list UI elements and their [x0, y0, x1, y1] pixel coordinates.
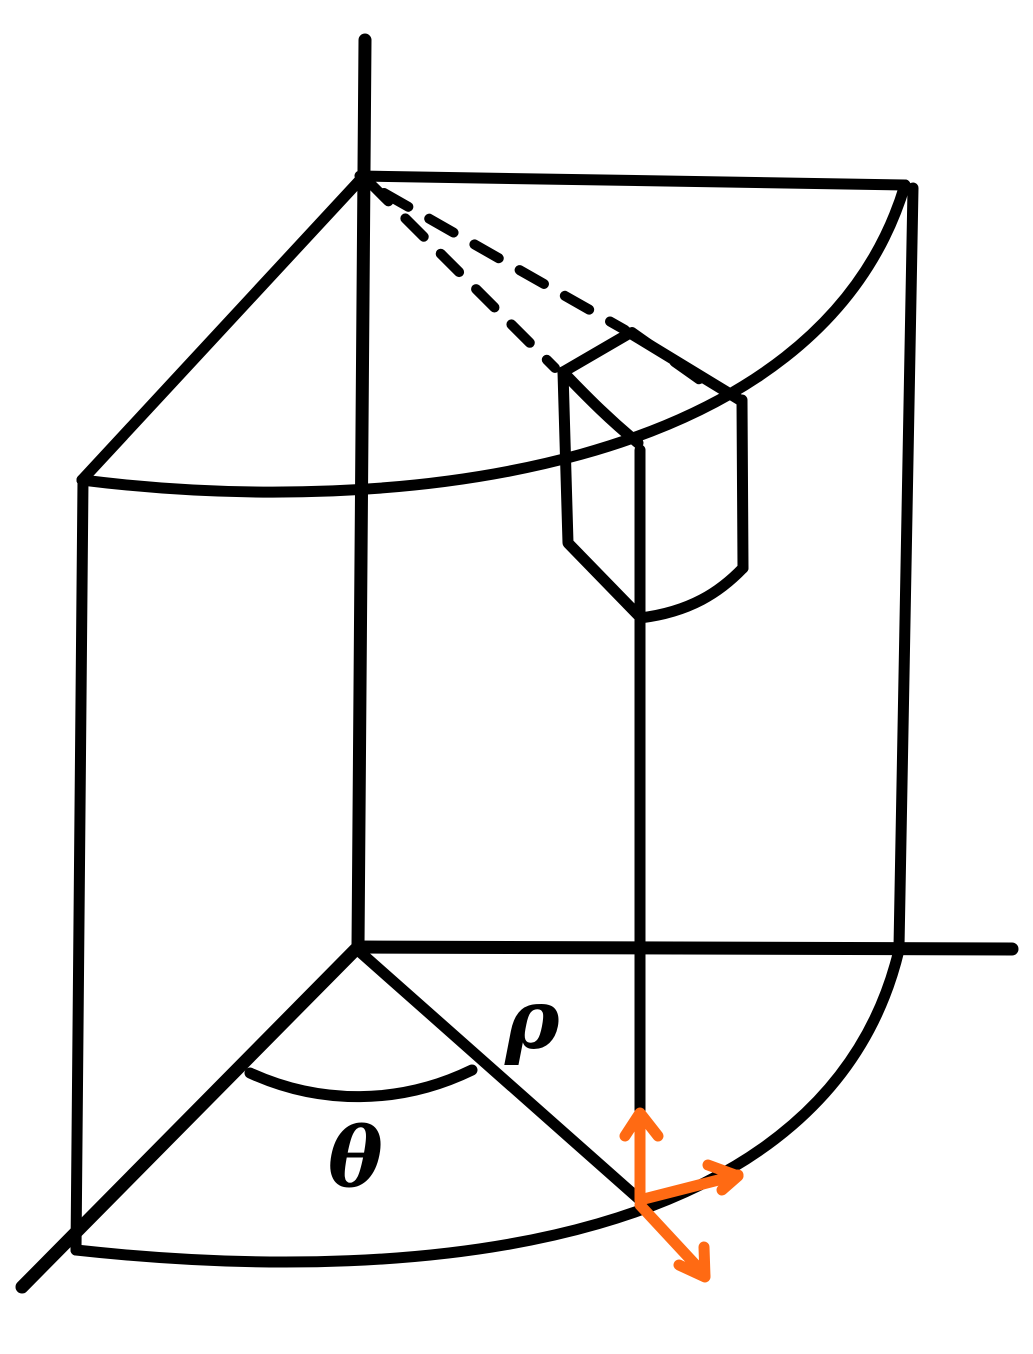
coordinate-axes: [15, 33, 1019, 1294]
cylinder-sector-outline: [70, 170, 919, 1268]
volume-element-top-face: [557, 327, 746, 406]
y-axis: [351, 940, 1019, 956]
right-vertical-edge: [893, 182, 919, 953]
unit-vector-rho: [634, 1199, 711, 1283]
dashed-line-to-inner-corner: [365, 178, 560, 373]
unit-vectors: [619, 1107, 744, 1283]
volume-element: [557, 327, 749, 1116]
volume-element-front-top-curve: [557, 366, 644, 449]
left-vertical-edge: [70, 474, 89, 1256]
volume-element-right-edge: [736, 394, 749, 574]
rho-label: ρ: [504, 972, 560, 1068]
top-arc: [76, 179, 911, 498]
unit-vector-theta: [634, 1159, 744, 1206]
rho-radius-line: [354, 946, 646, 1206]
dashed-line-to-outer-corner: [379, 188, 630, 335]
volume-element-bottom-arc: [634, 562, 749, 624]
volume-element-left-edge: [557, 366, 644, 621]
theta-label: θ: [328, 1110, 383, 1206]
top-radius-toward-y: [354, 170, 911, 191]
top-radius-toward-x: [76, 174, 366, 486]
theta-angle-arc: [244, 1064, 478, 1103]
unit-vector-z: [619, 1107, 664, 1206]
base-plane-geometry: [244, 946, 646, 1206]
bottom-arc: [70, 944, 905, 1268]
